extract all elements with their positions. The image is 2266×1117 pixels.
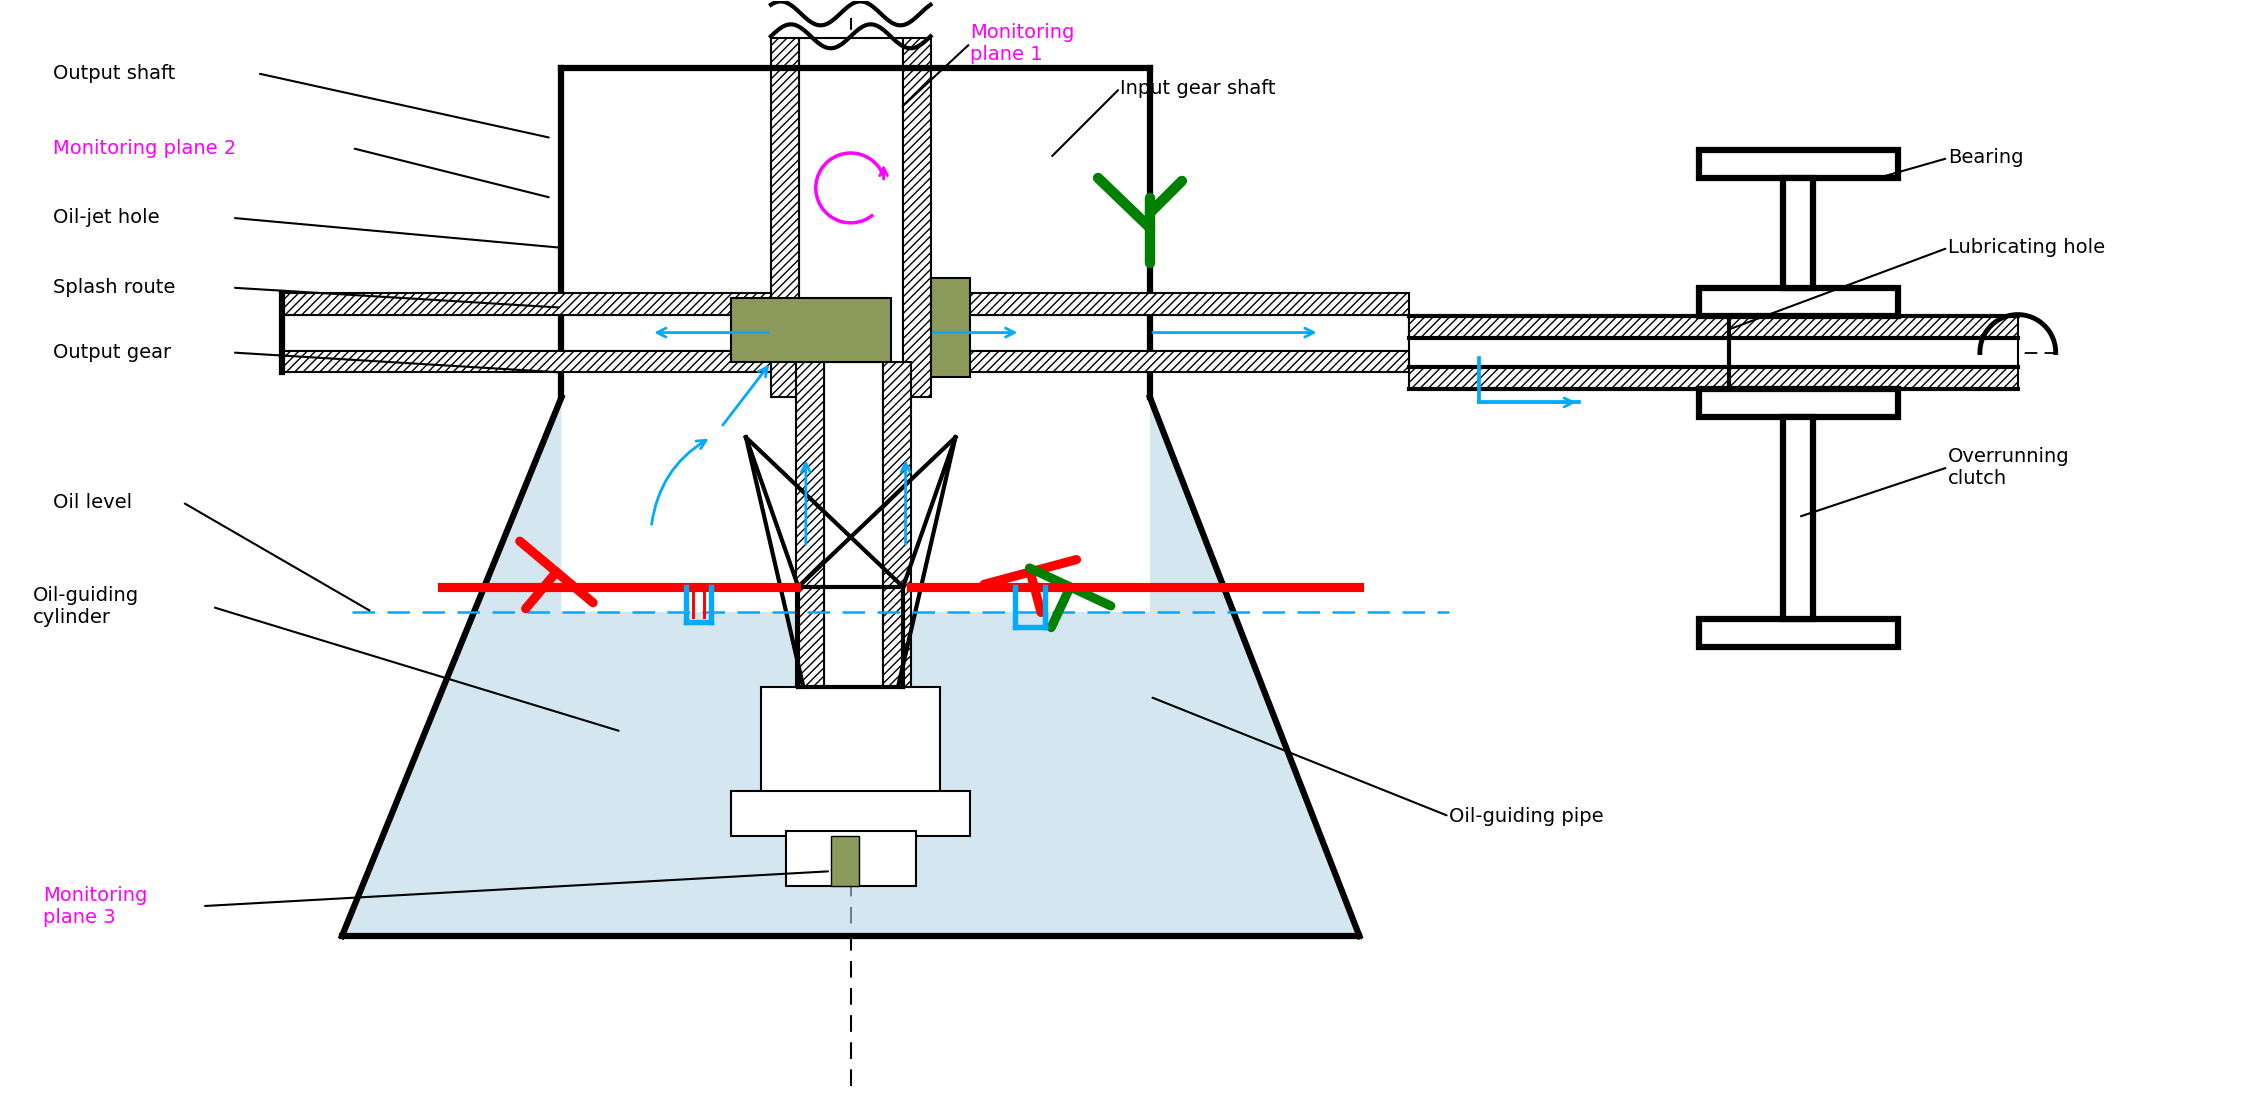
Bar <box>1700 288 1899 316</box>
Bar <box>283 315 770 351</box>
Bar <box>1700 390 1899 418</box>
Bar <box>931 351 1409 372</box>
Text: Overrunning
clutch: Overrunning clutch <box>1949 447 2069 488</box>
Polygon shape <box>342 398 1360 936</box>
Text: Output gear: Output gear <box>52 343 170 362</box>
Text: Lubricating hole: Lubricating hole <box>1949 238 2105 257</box>
Text: Oil level: Oil level <box>52 493 131 512</box>
Text: Monitoring
plane 1: Monitoring plane 1 <box>970 22 1074 64</box>
Text: Bearing: Bearing <box>1949 149 2024 168</box>
Text: Oil-guiding
cylinder: Oil-guiding cylinder <box>32 586 138 628</box>
Bar <box>770 38 800 398</box>
Bar <box>283 293 770 315</box>
Bar <box>902 38 931 398</box>
Bar <box>1783 178 1813 288</box>
Bar <box>795 363 825 687</box>
Bar <box>786 831 915 886</box>
Bar <box>1783 418 1813 619</box>
Text: Splash route: Splash route <box>52 278 174 297</box>
Bar <box>884 363 911 687</box>
Bar <box>732 297 891 363</box>
Bar <box>825 363 884 687</box>
Bar <box>1700 150 1899 178</box>
Bar <box>931 315 1409 351</box>
Bar <box>1409 367 2017 390</box>
Bar <box>832 837 859 886</box>
Text: Oil-guiding pipe: Oil-guiding pipe <box>1450 806 1604 825</box>
Bar <box>931 278 970 378</box>
Text: Monitoring
plane 3: Monitoring plane 3 <box>43 886 147 927</box>
Bar <box>1700 619 1899 647</box>
Text: Oil-jet hole: Oil-jet hole <box>52 209 159 228</box>
Bar <box>1409 337 2017 367</box>
Text: Monitoring plane 2: Monitoring plane 2 <box>52 139 236 157</box>
Bar <box>761 687 940 806</box>
Bar <box>283 351 770 372</box>
Bar <box>800 38 902 398</box>
Bar <box>1409 316 2017 337</box>
Bar <box>931 293 1409 315</box>
Text: Output shaft: Output shaft <box>52 64 174 83</box>
Text: Input gear shaft: Input gear shaft <box>1119 78 1276 97</box>
Bar <box>732 792 970 837</box>
